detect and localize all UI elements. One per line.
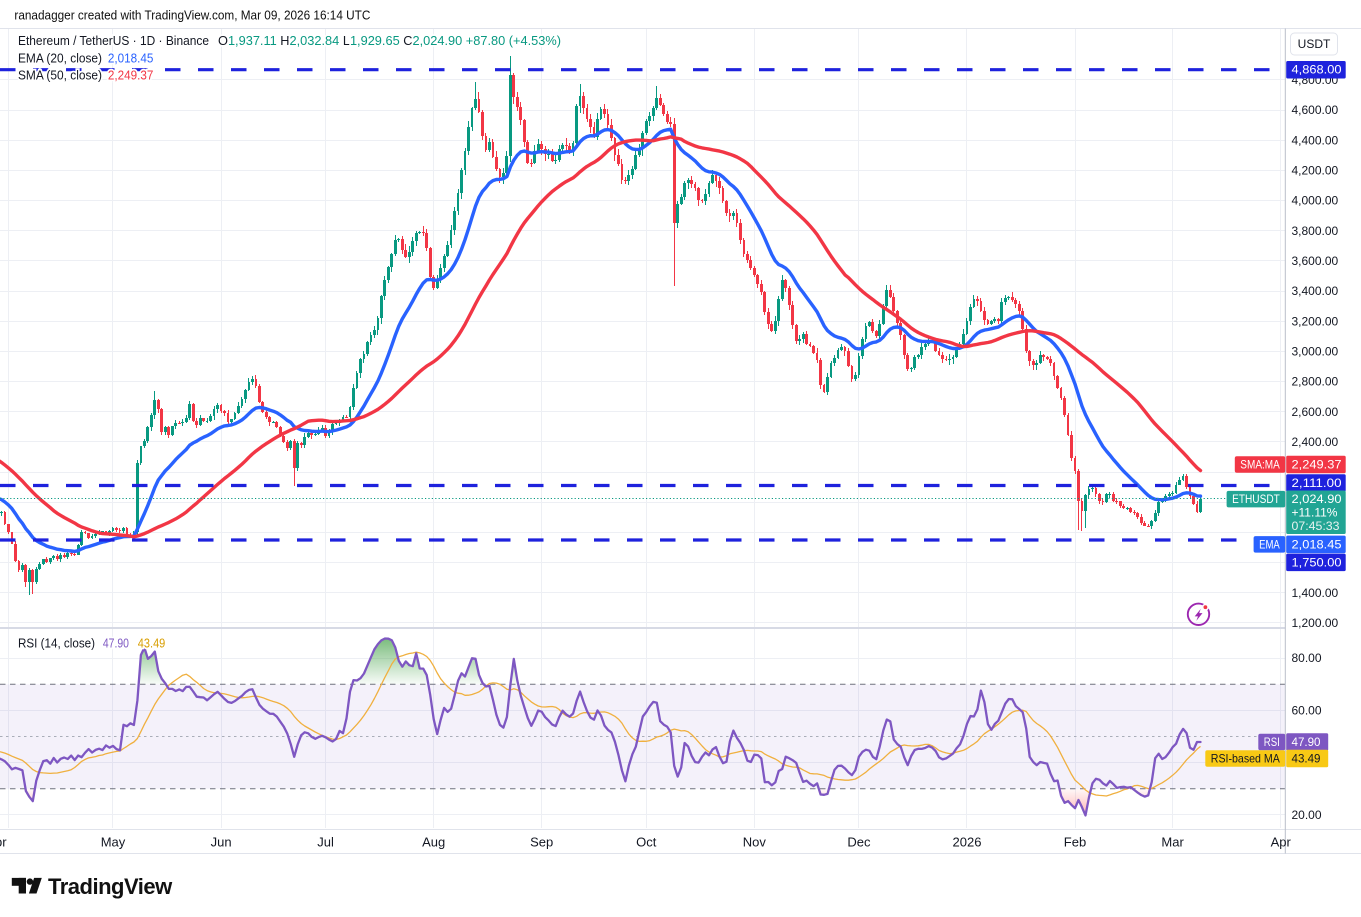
svg-text:+11.11%: +11.11% (1292, 506, 1338, 520)
svg-text:May: May (101, 835, 126, 850)
svg-text:TradingView: TradingView (48, 874, 173, 899)
svg-text:Feb: Feb (1064, 835, 1086, 850)
svg-text:4,600.00: 4,600.00 (1292, 103, 1339, 117)
svg-text:1,200.00: 1,200.00 (1292, 616, 1339, 630)
svg-text:SMA:MA: SMA:MA (1240, 458, 1280, 472)
svg-text:Mar: Mar (1161, 835, 1184, 850)
svg-text:EMA (20, close): EMA (20, close) (18, 50, 102, 65)
svg-text:2,600.00: 2,600.00 (1292, 405, 1339, 419)
svg-text:Jun: Jun (211, 835, 232, 850)
svg-text:ranadagger created with Tradin: ranadagger created with TradingView.com,… (14, 8, 370, 23)
svg-text:07:45:33: 07:45:33 (1292, 519, 1340, 533)
svg-text:Jul: Jul (317, 835, 334, 850)
svg-text:80.00: 80.00 (1292, 651, 1322, 665)
svg-text:60.00: 60.00 (1292, 703, 1322, 717)
svg-text:2,024.90: 2,024.90 (1292, 492, 1342, 506)
svg-text:RSI: RSI (1264, 735, 1280, 749)
svg-text:2,400.00: 2,400.00 (1292, 435, 1339, 449)
svg-text:4,868.00: 4,868.00 (1292, 63, 1342, 77)
svg-text:2,249.37: 2,249.37 (1292, 458, 1342, 472)
svg-text:3,200.00: 3,200.00 (1292, 314, 1339, 328)
svg-text:4,000.00: 4,000.00 (1292, 194, 1339, 208)
svg-text:Oct: Oct (636, 835, 657, 850)
svg-text:USDT: USDT (1298, 37, 1331, 51)
svg-text:3,800.00: 3,800.00 (1292, 224, 1339, 238)
svg-text:1,750.00: 1,750.00 (1292, 555, 1342, 569)
svg-text:Sep: Sep (530, 835, 553, 850)
svg-text:Apr: Apr (1271, 835, 1292, 850)
svg-text:2,018.45: 2,018.45 (1292, 537, 1342, 551)
svg-text:3,600.00: 3,600.00 (1292, 254, 1339, 268)
svg-text:2,018.45: 2,018.45 (108, 50, 153, 65)
svg-text:RSI-based MA: RSI-based MA (1211, 752, 1280, 766)
svg-text:Dec: Dec (847, 835, 871, 850)
svg-text:2026: 2026 (953, 835, 982, 850)
svg-text:43.49: 43.49 (1292, 752, 1321, 766)
svg-text:2,111.00: 2,111.00 (1292, 476, 1342, 490)
svg-text:Apr: Apr (0, 835, 7, 850)
svg-text:O1,937.11 H2,032.84 L1,929.65: O1,937.11 H2,032.84 L1,929.65 C2,024.90 … (218, 33, 561, 48)
svg-text:20.00: 20.00 (1292, 808, 1322, 822)
svg-text:47.90: 47.90 (103, 636, 129, 651)
svg-text:SMA (50, close): SMA (50, close) (18, 68, 102, 83)
svg-text:4,400.00: 4,400.00 (1292, 133, 1339, 147)
svg-text:2,249.37: 2,249.37 (108, 68, 153, 83)
svg-text:Aug: Aug (422, 835, 445, 850)
svg-text:3,400.00: 3,400.00 (1292, 284, 1339, 298)
svg-text:3,000.00: 3,000.00 (1292, 345, 1339, 359)
svg-text:Nov: Nov (743, 835, 767, 850)
svg-text:EMA: EMA (1259, 537, 1280, 551)
svg-text:Ethereum / TetherUS · 1D · Bin: Ethereum / TetherUS · 1D · Binance (18, 33, 209, 48)
svg-text:47.90: 47.90 (1292, 735, 1321, 749)
svg-text:ETHUSDT: ETHUSDT (1232, 492, 1280, 506)
svg-text:43.49: 43.49 (138, 636, 166, 651)
svg-text:4,200.00: 4,200.00 (1292, 164, 1339, 178)
svg-text:2,800.00: 2,800.00 (1292, 375, 1339, 389)
svg-text:RSI (14, close): RSI (14, close) (18, 636, 95, 651)
svg-text:1,400.00: 1,400.00 (1292, 586, 1339, 600)
